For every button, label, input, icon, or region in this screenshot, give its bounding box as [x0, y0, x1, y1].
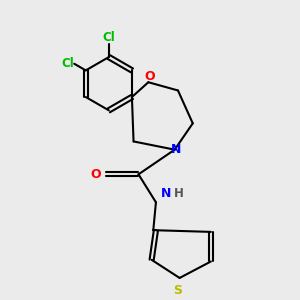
Text: Cl: Cl — [61, 57, 74, 70]
Text: N: N — [171, 143, 181, 156]
Text: S: S — [174, 284, 183, 298]
Text: Cl: Cl — [103, 31, 115, 44]
Text: H: H — [174, 187, 184, 200]
Text: O: O — [145, 70, 155, 83]
Text: N: N — [161, 187, 172, 200]
Text: O: O — [91, 168, 101, 181]
